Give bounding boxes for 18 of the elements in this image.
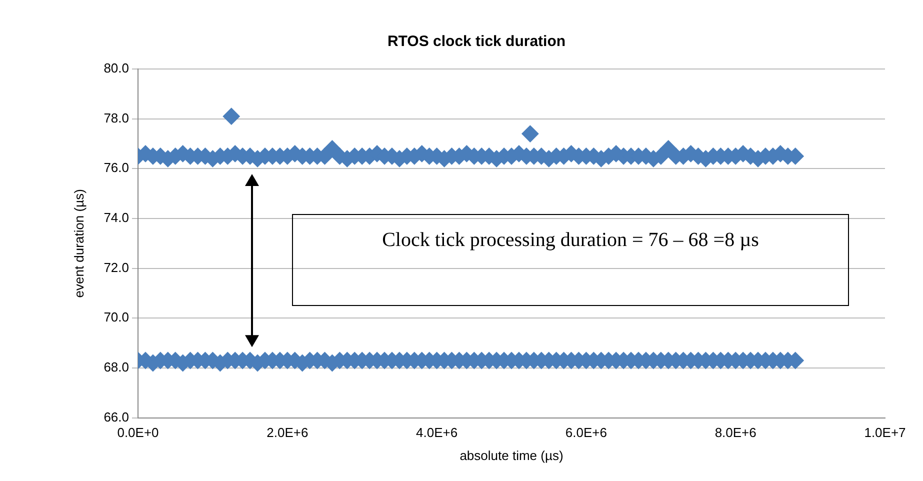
y-tick-label: 76.0 <box>104 160 129 176</box>
x-tick-label: 4.0E+6 <box>416 425 458 440</box>
y-tick-label: 78.0 <box>104 110 129 126</box>
chart-title: RTOS clock tick duration <box>387 33 566 50</box>
y-tick-label: 70.0 <box>104 310 129 325</box>
y-tick-label: 72.0 <box>104 260 129 275</box>
x-axis-title: absolute time (µs) <box>460 448 564 463</box>
y-tick-label: 74.0 <box>104 210 129 226</box>
x-tick-label: 6.0E+6 <box>565 425 607 440</box>
y-tick-label: 80.0 <box>104 60 129 76</box>
x-tick-label: 8.0E+6 <box>714 425 756 440</box>
y-tick-label: 68.0 <box>104 360 129 375</box>
x-tick-label: 2.0E+6 <box>266 425 308 440</box>
x-tick-label: 0.0E+0 <box>117 425 159 440</box>
y-axis-title: event duration (µs) <box>71 189 86 298</box>
x-tick-label: 1.0E+7 <box>864 425 906 440</box>
y-tick-label: 66.0 <box>104 409 129 424</box>
annotation: Clock tick processing duration = 76 – 68 =8 µs <box>292 214 850 306</box>
